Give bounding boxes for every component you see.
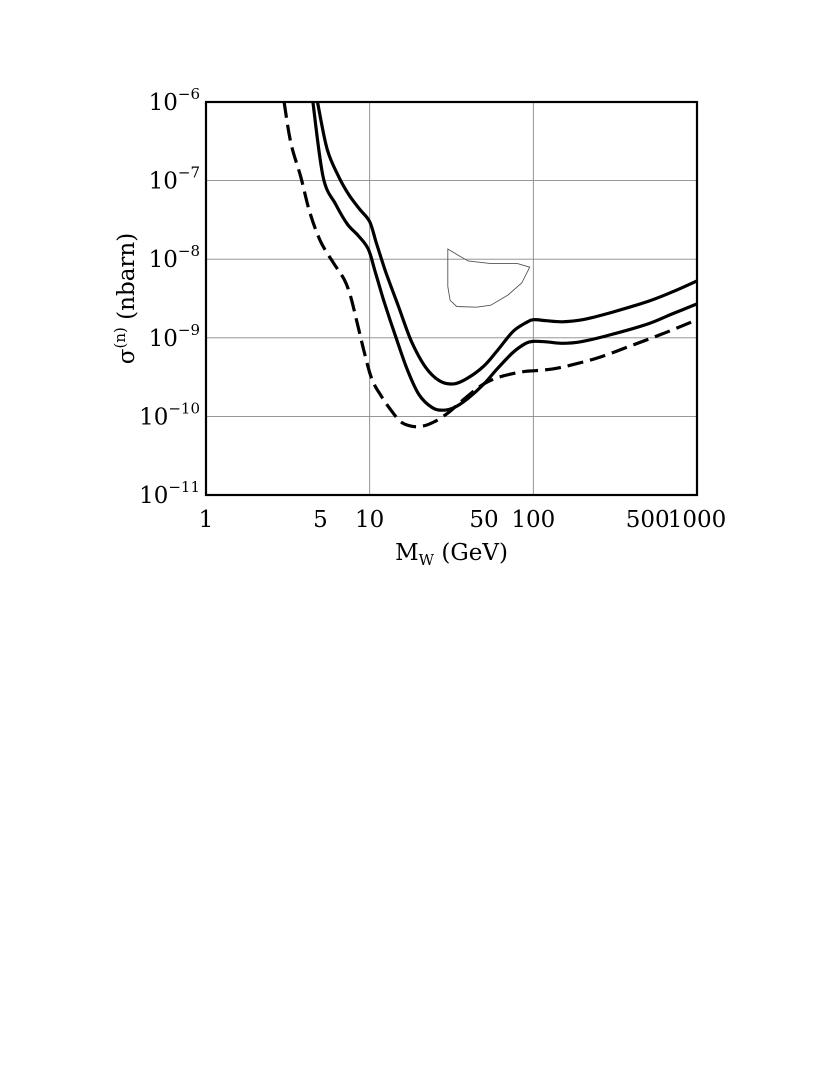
grid-lines (206, 102, 697, 495)
x-tick-label: 10 (355, 507, 384, 533)
y-tick-labels: 10−6 10−7 10−8 10−9 10−10 10−11 (139, 85, 200, 509)
y-tick-label: 10−10 (139, 399, 200, 430)
series-line-1 (315, 102, 697, 386)
x-axis-label-rest: (GeV) (434, 540, 508, 566)
series-line-2 (311, 102, 697, 412)
x-tick-label: 1000 (668, 507, 727, 533)
x-axis-label-sub: W (419, 551, 435, 569)
series-line-dashed (282, 102, 697, 429)
x-tick-label: 1 (199, 507, 214, 533)
excluded-region (447, 248, 531, 308)
x-axis-label-main: M (395, 540, 419, 566)
y-tick-label: 10−7 (149, 164, 200, 195)
x-tick-label: 100 (511, 507, 555, 533)
y-tick-label: 10−11 (139, 478, 200, 509)
x-tick-label: 5 (313, 507, 328, 533)
y-axis-label: σ(n) (nbarn) (111, 233, 140, 364)
y-tick-label: 10−6 (149, 85, 200, 116)
series-layer (282, 102, 697, 429)
x-axis-label: MW (GeV) (395, 540, 508, 569)
y-tick-label: 10−8 (149, 242, 200, 273)
x-tick-label: 500 (626, 507, 670, 533)
plot-frame (204, 100, 699, 497)
x-tick-label: 50 (469, 507, 498, 533)
y-axis-label-sup: (n) (111, 327, 129, 348)
y-axis-label-symbol: σ (114, 348, 140, 364)
y-tick-label: 10−9 (149, 321, 200, 352)
region-layer (447, 248, 531, 308)
y-axis-label-rest: (nbarn) (114, 233, 140, 327)
